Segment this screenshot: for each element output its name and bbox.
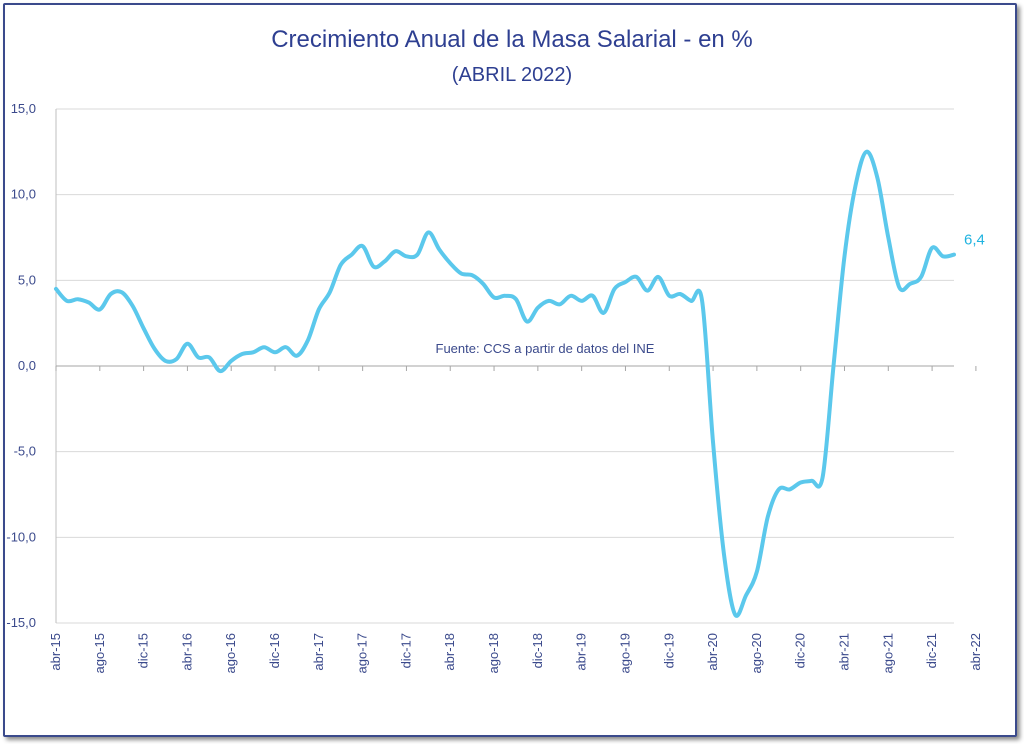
axes: 15,0 10,0 5,0 0,0 -5,0 -10,0 -15,0 abr-15 ago-15… [6, 101, 983, 673]
chart-frame: Crecimiento Anual de la Masa Salarial - … [3, 3, 1017, 737]
source-note: Fuente: CCS a partir de datos del INE [436, 341, 655, 356]
x-tick-label: abr-19 [574, 633, 589, 671]
chart-title: Crecimiento Anual de la Masa Salarial - … [271, 26, 753, 53]
y-tick-label: 0,0 [18, 358, 36, 373]
x-tick-label: abr-17 [311, 633, 326, 671]
y-tick-label: -10,0 [6, 529, 36, 544]
x-tick-label: dic-19 [661, 633, 676, 668]
x-tick-label: dic-21 [924, 633, 939, 668]
x-tick-label: abr-16 [179, 633, 194, 671]
y-tick-label: -15,0 [6, 615, 36, 630]
x-tick-label: abr-18 [442, 633, 457, 671]
x-tick-label: abr-22 [968, 633, 983, 671]
x-tick-label: ago-21 [880, 633, 895, 673]
x-tick-label: abr-20 [705, 633, 720, 671]
series-line [54, 149, 956, 618]
x-tick-label: ago-19 [617, 633, 632, 673]
x-tick-label: ago-16 [223, 633, 238, 673]
x-tick-label: ago-20 [749, 633, 764, 673]
y-tick-label: 15,0 [11, 101, 36, 116]
x-tick-label: ago-17 [355, 633, 370, 673]
chart: Crecimiento Anual de la Masa Salarial - … [6, 26, 985, 673]
x-tick-label: ago-15 [92, 633, 107, 673]
x-tick-label: abr-15 [48, 633, 63, 671]
series: 6,4 [54, 149, 985, 618]
y-tick-label: 10,0 [11, 187, 36, 202]
y-tick-label: 5,0 [18, 272, 36, 287]
y-tick-label: -5,0 [14, 444, 36, 459]
chart-subtitle: (ABRIL 2022) [452, 64, 572, 86]
x-tick-label: dic-18 [530, 633, 545, 668]
x-tick-label: dic-15 [136, 633, 151, 668]
x-tick-label: abr-21 [836, 633, 851, 671]
grid [56, 108, 954, 624]
x-tick-label: ago-18 [486, 633, 501, 673]
end-data-label: 6,4 [964, 232, 985, 249]
x-tick-label: dic-17 [398, 633, 413, 668]
x-tick-label: dic-20 [793, 633, 808, 668]
x-tick-label: dic-16 [267, 633, 282, 668]
